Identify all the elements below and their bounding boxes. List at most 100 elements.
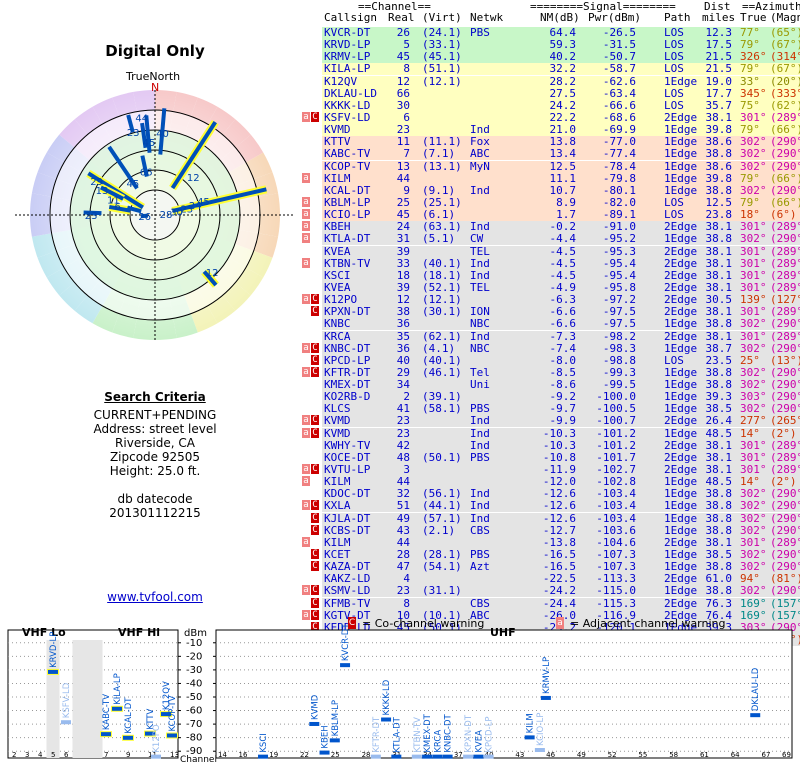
cell-mg: (290°) bbox=[770, 232, 800, 246]
table-row[interactable]: C KJLA-DT 49 (57.1) Ind -12.6 -103.4 1Edge 38.8 3… bbox=[300, 511, 800, 525]
table-row[interactable]: aC KSFV-LD 6 22.2 -68.6 2Edge 38.1 301°(289°) bbox=[300, 111, 800, 124]
table-row[interactable]: a C KSMV-LD 23 (31.1) -24.2 -115.0 1Edge 38.8 302… bbox=[300, 585, 800, 598]
table-row[interactable]: C KPCD-LP 40 (40.1) -8.0 -98.8 LOS 23.5 25° (13°) bbox=[300, 354, 800, 367]
cell-pwr: -95.3 bbox=[602, 244, 636, 258]
cell-pwr: -115.3 bbox=[596, 596, 636, 610]
cell-real: 49 bbox=[396, 511, 410, 525]
cell-tr: 301° bbox=[740, 329, 767, 343]
table-row[interactable]: KNBC 36 NBC -6.6 -97.5 1Edge 38.8 302°(290°) bbox=[300, 317, 800, 331]
table-row[interactable]: DKLAU-LD 66 27.5 -63.4 LOS 17.7 345°(333°) bbox=[300, 86, 800, 100]
adjacent-warning-badge: a bbox=[302, 415, 310, 426]
table-row[interactable]: C KAZA-DT 47 (54.1) Azt -16.5 -107.3 1Edge 38.8 3… bbox=[300, 561, 800, 574]
x-tick-label: 3 bbox=[25, 751, 29, 759]
cell-pwr: -98.2 bbox=[602, 329, 636, 343]
table-row[interactable]: C KCBS-DT 43 (2.1) CBS -12.7 -103.6 1Edge 38.8 30… bbox=[300, 523, 800, 537]
cell-virt: (24.1) bbox=[422, 26, 462, 39]
table-row[interactable]: KAKZ-LD 4 -22.5 -113.3 2Edge 61.0 94° (81°) bbox=[300, 573, 800, 586]
signal-mark bbox=[750, 713, 761, 718]
table-row[interactable]: a KBEH 24 (63.1) Ind -0.2 -91.0 2Edge 38.1 301° (2… bbox=[300, 220, 800, 234]
table-row[interactable]: a KILM 44 -12.0 -102.8 1Edge 48.5 14° (2°) bbox=[300, 476, 800, 489]
cell-net: NBC bbox=[470, 317, 490, 331]
adjacent-warning-badge: a bbox=[302, 196, 310, 207]
station-label: 28 bbox=[160, 210, 173, 221]
table-row[interactable]: KWHY-TV 42 Ind -10.3 -101.2 2Edge 38.1 301° (289… bbox=[300, 439, 800, 452]
cell-nm: -9.7 bbox=[549, 402, 577, 416]
table-row[interactable]: C KCET 28 (28.1) PBS -16.5 -107.3 1Edge 38.5 302°… bbox=[300, 549, 800, 562]
signal-mark bbox=[309, 721, 320, 726]
table-row[interactable]: KSCI 18 (18.1) Ind -4.5 -95.4 2Edge 38.1 301° (28… bbox=[300, 269, 800, 282]
table-row[interactable]: KTTV 11 (11.1) Fox 13.8 -77.0 1Edge 38.6 302° (29… bbox=[300, 136, 800, 149]
cell-net: CW bbox=[470, 232, 484, 246]
table-row[interactable]: KLCS 41 (58.1) PBS -9.7 -100.5 1Edge 38.5 302° (2… bbox=[300, 402, 800, 416]
cell-nm: -7.4 bbox=[549, 341, 577, 355]
table-row[interactable]: a KTLA-DT 31 (5.1) CW -4.4 -95.2 1Edge 38.8 302°(… bbox=[300, 232, 800, 246]
signal-label: KRMV-LP bbox=[542, 657, 552, 694]
cell-cs: KKKK-LD bbox=[324, 98, 371, 112]
table-row[interactable]: KRCA 35 (62.1) Ind -7.3 -98.2 2Edge 38.1 301° (28… bbox=[300, 329, 800, 343]
adjacent-warning-badge: a bbox=[302, 536, 310, 547]
cell-tr: 14° bbox=[740, 426, 760, 440]
signal-mark bbox=[463, 754, 474, 759]
table-row[interactable]: a C KNBC-DT 36 (4.1) NBC -7.4 -98.3 1Edge 38.7 302… bbox=[300, 341, 800, 355]
row-background bbox=[322, 500, 800, 513]
co-channel-warning-badge: C bbox=[311, 561, 319, 572]
table-row[interactable]: KILA-LP 8 (51.1) 32.2 -58.7 LOS 21.5 79° (67°) bbox=[300, 63, 800, 76]
table-row[interactable]: KO2RB-D 2 (39.1) -9.2 -100.0 1Edge 39.3 303° (29… bbox=[300, 391, 800, 404]
cell-cs: KFTR-DT bbox=[324, 365, 371, 379]
signal-label: KSCI bbox=[259, 733, 269, 752]
row-background bbox=[322, 330, 800, 343]
table-row[interactable]: a C K12PO 12 (12.1) -6.3 -97.2 2Edge 30.5 139° (12… bbox=[300, 294, 800, 307]
cell-tr: 75° bbox=[740, 98, 760, 112]
cell-tr: 169° bbox=[740, 596, 767, 610]
site-link[interactable]: www.tvfool.com bbox=[107, 590, 203, 604]
table-row[interactable]: KOCE-DT 48 (50.1) PBS -10.8 -101.7 2Edge 38.1 30… bbox=[300, 451, 800, 464]
table-row[interactable]: C KPXN-DT 38 (30.1) ION -6.6 -97.5 2Edge 38.1 301… bbox=[300, 306, 800, 319]
table-row[interactable]: KVMD 23 Ind 21.0 -69.9 1Edge 39.8 79° (66°) bbox=[300, 124, 800, 137]
table-row[interactable]: aC KVTU-LP 3 -11.9 -102.7 2Edge 38.1 301°(289°) bbox=[300, 464, 800, 477]
cell-tr: 301° bbox=[740, 220, 767, 234]
table-row[interactable]: aC KVMD 23 Ind -9.9 -100.7 2Edge 26.4 277°(265°) bbox=[300, 415, 800, 428]
table-row[interactable]: KABC-TV 7 (7.1) ABC 13.4 -77.4 1Edge 38.8 302° (2… bbox=[300, 147, 800, 161]
table-row[interactable]: C KFMB-TV 8 CBS -24.4 -115.3 2Edge 76.3 169° (157… bbox=[300, 596, 800, 610]
table-row[interactable]: KVEA 39 TEL -4.5 -95.3 2Edge 38.1 301°(289°) bbox=[300, 244, 800, 258]
cell-net: Ind bbox=[470, 220, 490, 234]
db-code: 201301112215 bbox=[109, 506, 201, 520]
cell-virt: (57.1) bbox=[422, 511, 462, 525]
table-row[interactable]: a C KXLA 51 (44.1) Ind -12.6 -103.4 1Edge 38.8 302… bbox=[300, 500, 800, 513]
row-background bbox=[322, 39, 800, 52]
signal-label: KFTR-DT bbox=[372, 716, 382, 753]
cell-path: 2Edge bbox=[664, 280, 698, 294]
cell-virt: (2.1) bbox=[422, 523, 456, 537]
y-tick-label: -70 bbox=[186, 719, 202, 730]
table-row[interactable]: KMEX-DT 34 Uni -8.6 -99.5 1Edge 38.8 302°(290°) bbox=[300, 379, 800, 392]
table-row[interactable]: a KILM 44 -13.8 -104.6 2Edge 38.1 301°(289°) bbox=[300, 536, 800, 549]
table-row[interactable]: KRVD-LP 5 (33.1) 59.3 -31.5 LOS 17.5 79° (67°) bbox=[300, 39, 800, 52]
vhf-hi-title: VHF Hi bbox=[118, 626, 160, 639]
cell-nm: -4.4 bbox=[549, 232, 577, 246]
cell-real: 36 bbox=[396, 341, 410, 355]
cell-nm: -0.2 bbox=[549, 220, 577, 234]
table-row[interactable]: KVEA 39 (52.1) TEL -4.9 -95.8 2Edge 38.1 301° (28… bbox=[300, 280, 800, 294]
table-row[interactable]: KRMV-LP 45 (45.1) 40.2 -50.7 LOS 21.5 326° (314°… bbox=[300, 51, 800, 64]
table-row[interactable]: a C KVMD 23 Ind -10.3 -101.2 1Edge 48.5 14° (2°) bbox=[300, 426, 800, 440]
table-row[interactable]: a KTBN-TV 33 (40.1) Ind -4.5 -95.4 2Edge 38.1 301… bbox=[300, 257, 800, 270]
table-row[interactable]: K12QV 12 (12.1) 28.2 -62.6 1Edge 19.0 33° (20°) bbox=[300, 75, 800, 88]
table-row[interactable]: a C KGTV-DT 10 (10.1) ABC -26.0 -116.9 2Edge 76.4… bbox=[300, 609, 800, 622]
table-row[interactable]: a KBLM-LP 25 (25.1) 8.9 -82.0 LOS 12.5 79° (66°) bbox=[300, 196, 800, 209]
cell-mi: 76.3 bbox=[705, 596, 733, 610]
table-row[interactable]: KCAL-DT 9 (9.1) Ind 10.7 -80.1 1Edge 38.8 302° (2… bbox=[300, 184, 800, 197]
row-background bbox=[322, 512, 800, 525]
table-row[interactable]: a C KFTR-DT 29 (46.1) Tel -8.5 -99.3 1Edge 38.8 30… bbox=[300, 365, 800, 379]
table-row[interactable]: a KCIO-LP 45 (6.1) 1.7 -89.1 LOS 23.8 18° (6°) bbox=[300, 209, 800, 222]
co-channel-warning-badge: C bbox=[311, 609, 319, 620]
table-row[interactable]: KVCR-DT 26 (24.1) PBS 64.4 -26.5 LOS 12.3 77° (65… bbox=[300, 27, 800, 39]
cell-mg: (333°) bbox=[770, 86, 800, 100]
cell-path: 1Edge bbox=[664, 147, 698, 161]
station-beam bbox=[87, 171, 144, 210]
row-background bbox=[322, 294, 800, 307]
cell-mi: 38.1 bbox=[705, 244, 733, 258]
table-row[interactable]: a KILM 44 11.1 -79.8 1Edge 39.8 79° (66°) bbox=[300, 172, 800, 185]
table-row[interactable]: KKKK-LD 30 24.2 -66.6 LOS 35.7 75° (62°) bbox=[300, 98, 800, 112]
table-row[interactable]: KDOC-DT 32 (56.1) Ind -12.6 -103.4 1Edge 38.8 30… bbox=[300, 488, 800, 501]
table-row[interactable]: KCOP-TV 13 (13.1) MyN 12.5 -78.4 1Edge 38.6 302°… bbox=[300, 160, 800, 173]
